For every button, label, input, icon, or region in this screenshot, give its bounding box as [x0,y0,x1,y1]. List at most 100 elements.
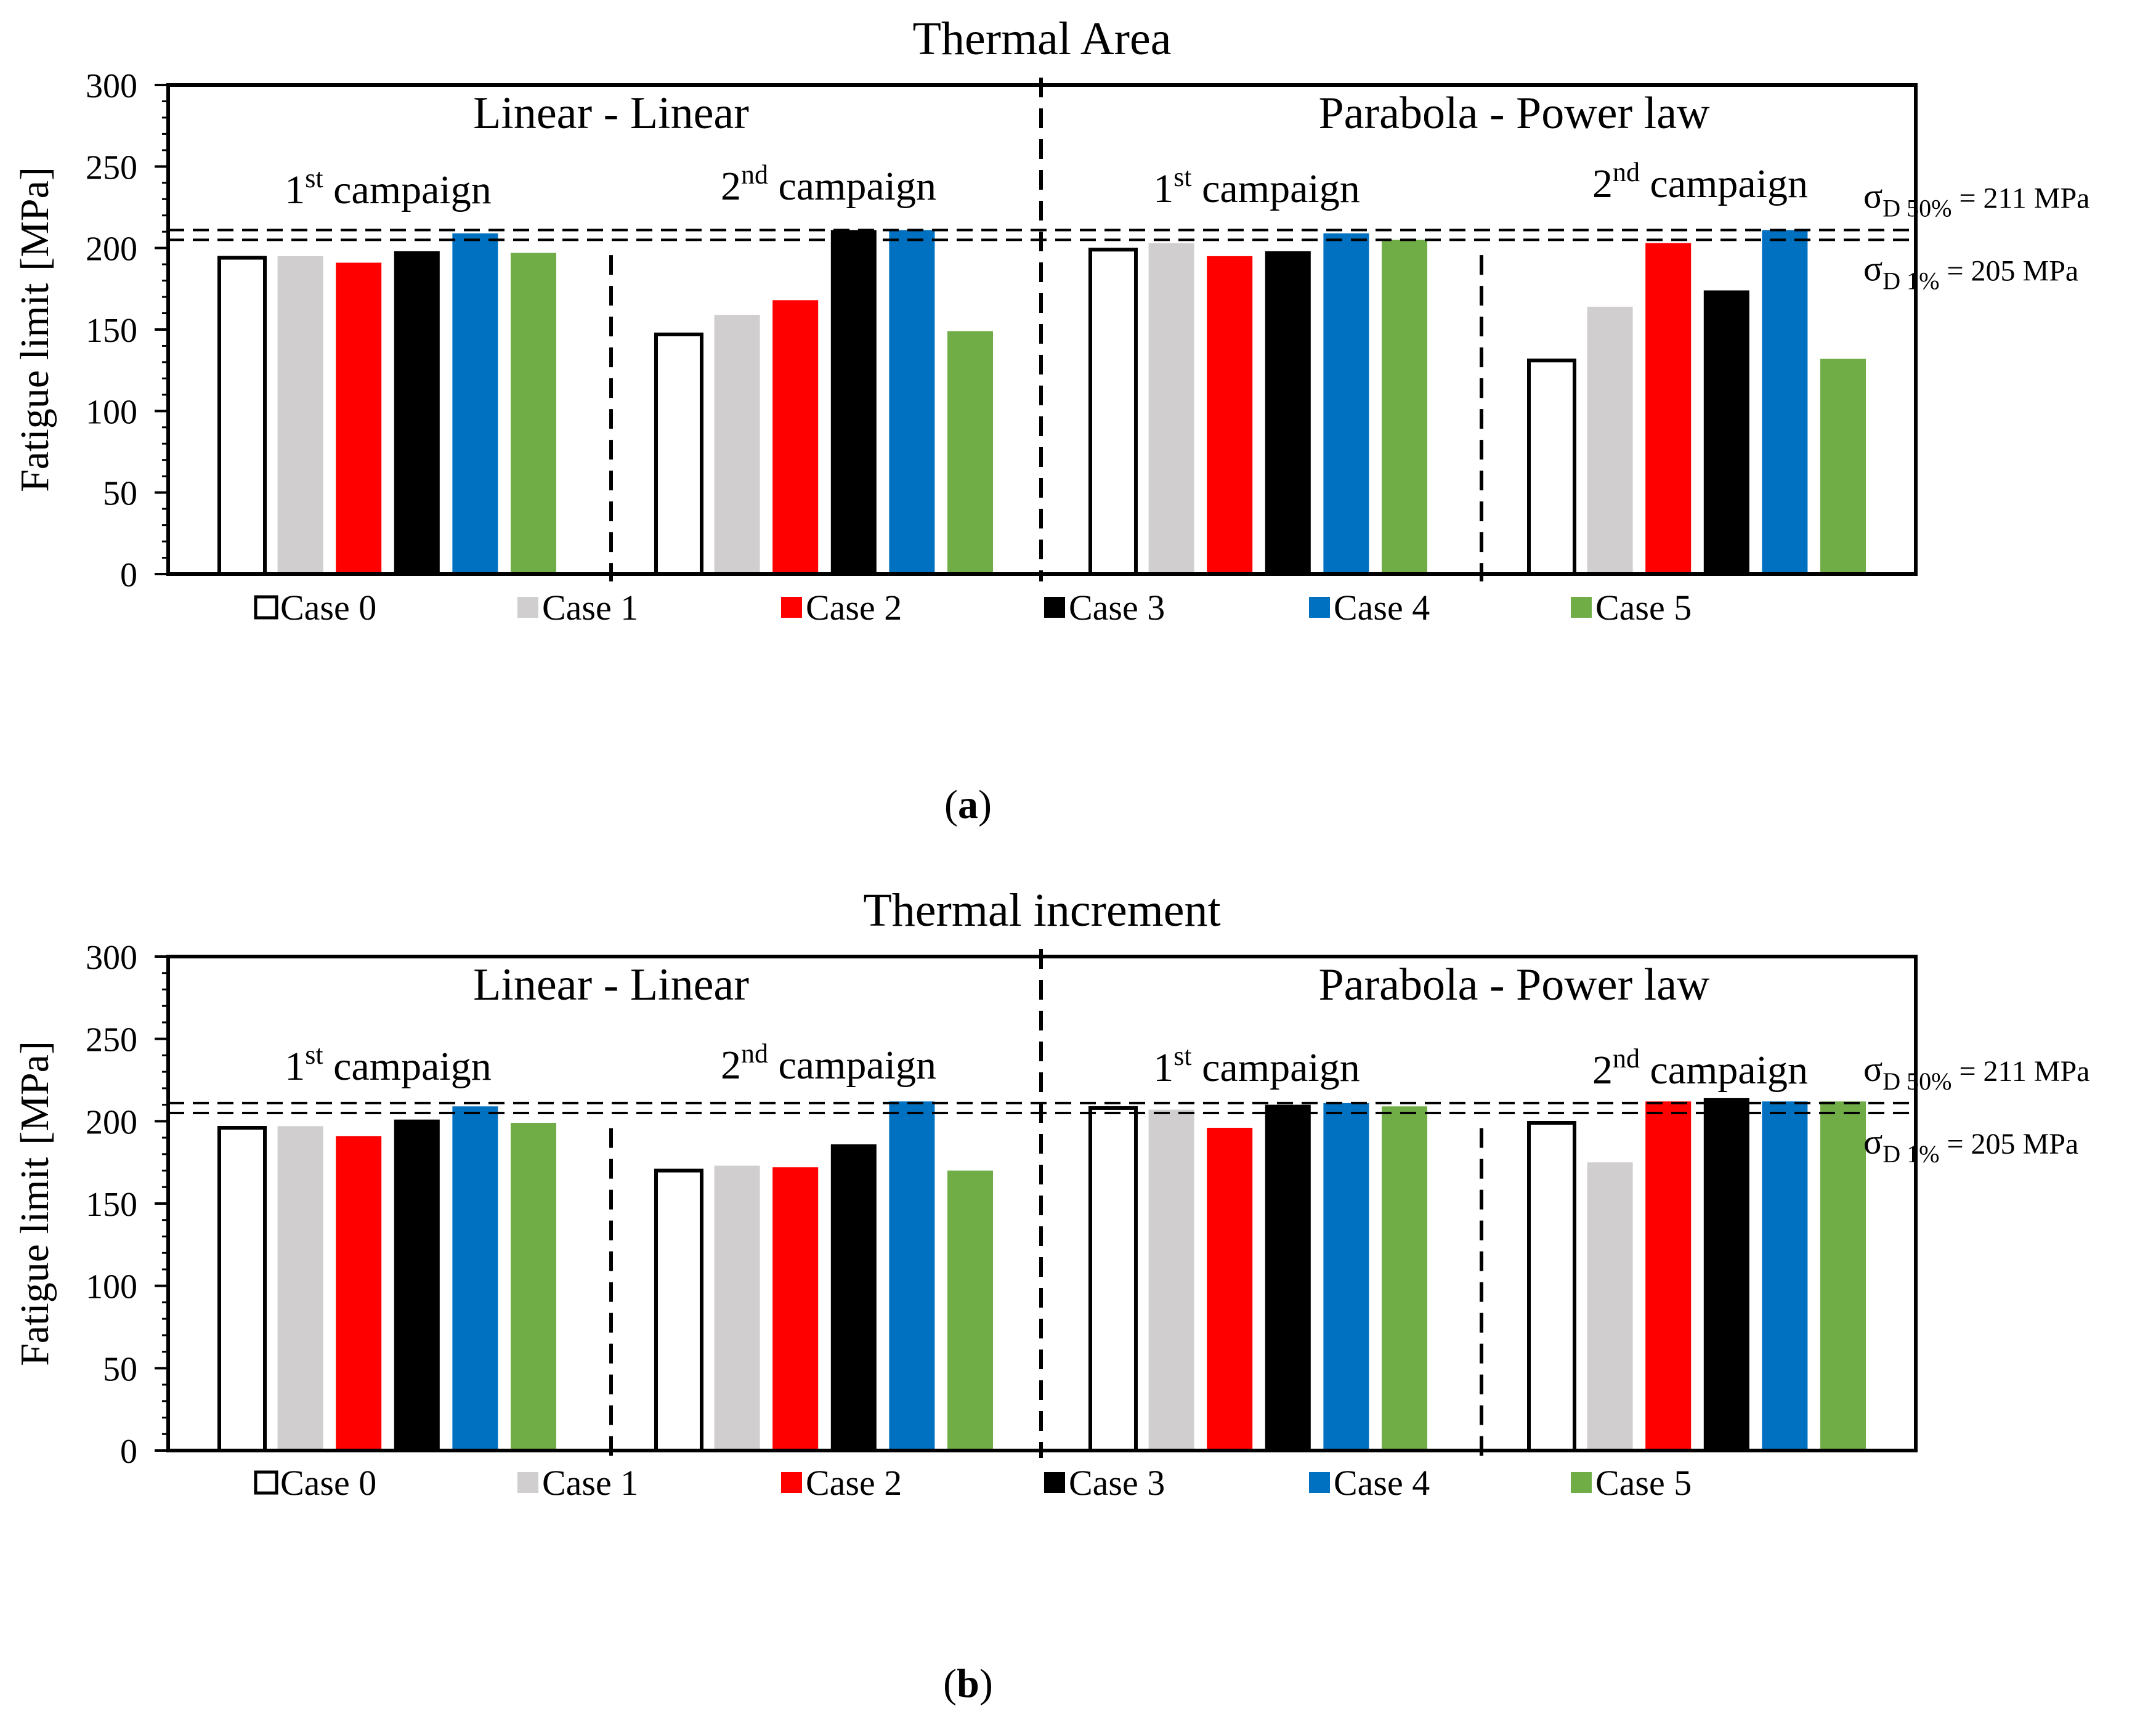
bar-group4-case0 [1527,358,1576,577]
bar-group1-case5 [511,1123,556,1451]
method-label: Linear - Linear [473,960,749,1010]
caption-paren-open: ( [944,782,958,827]
reference-value: = 205 MPa [1939,1128,2078,1160]
legend-label: Case 2 [806,1463,902,1503]
campaign-label: 1st campaign [285,163,491,212]
legend-label: Case 0 [280,588,376,628]
y-tick-label: 150 [86,1186,137,1224]
campaign-word: campaign [1192,1045,1360,1090]
reference-label-d50: σD 50% = 211 MPa [1863,1049,2089,1095]
legend-label: Case 1 [542,588,638,628]
campaign-superscript: nd [1613,1043,1640,1074]
bar-group1-case3 [394,251,440,575]
reference-label-d50: σD 50% = 211 MPa [1863,176,2089,222]
y-axis-label-text: Fatigue limit [12,1157,57,1366]
campaign-word: campaign [1640,1048,1808,1093]
campaign-number: 1 [285,1044,305,1089]
caption-letter: b [957,1661,979,1706]
y-axis-unit: [MPa] [12,1041,57,1145]
bar-group3-case1 [1148,1109,1194,1451]
y-tick-label: 250 [86,1021,137,1059]
legend-item-case2: Case 2 [781,1463,902,1503]
bar-group3-case5 [1382,1106,1427,1451]
legend-item-case4: Case 4 [1309,588,1430,628]
campaign-number: 2 [1592,161,1613,206]
bar-group4-case3 [1703,290,1749,574]
legend-swatch [781,597,802,618]
campaign-word: campaign [768,1043,936,1088]
y-tick-label: 50 [103,1350,137,1388]
sigma-symbol: σ [1863,248,1882,288]
method-label: Parabola - Power law [1319,960,1711,1010]
bar-group3-case3 [1265,251,1311,575]
campaign-number: 2 [1592,1048,1613,1093]
y-axis-label: Fatigue limit [MPa] [12,167,57,492]
legend-label: Case 5 [1595,588,1692,628]
legend-label: Case 0 [280,1463,376,1503]
campaign-label: 2nd campaign [721,160,936,209]
bar-group2-case2 [772,1167,819,1451]
bar-group1-case1 [277,256,323,574]
bar-group1-case0 [217,1126,267,1452]
reference-subscript: D 50% [1882,195,1951,222]
y-axis-label-text: Fatigue limit [12,283,57,492]
bar-group3-case2 [1207,256,1253,574]
legend-label: Case 4 [1334,588,1430,628]
sigma-symbol: σ [1863,1122,1882,1162]
campaign-word: campaign [323,1044,492,1089]
bar-group1-case4 [452,233,498,574]
legend-item-case1: Case 1 [517,588,638,628]
chart-title: Thermal Area [913,13,1172,65]
y-axis-unit: [MPa] [12,167,57,271]
legend-swatch [254,595,278,620]
y-tick-label: 200 [86,1103,137,1141]
caption-paren-open: ( [943,1661,957,1706]
bar-group2-case0 [654,332,703,576]
bar-group3-case3 [1265,1104,1311,1451]
y-tick-label: 0 [120,556,137,594]
legend-swatch [517,1472,538,1493]
legend-swatch [1571,1472,1592,1493]
campaign-number: 2 [721,164,741,209]
reference-value: = 211 MPa [1951,182,2089,215]
bar-group4-case2 [1645,243,1692,574]
bar-group3-case4 [1323,1103,1369,1451]
bar-group1-case5 [511,253,556,574]
bar-group2-case1 [714,1165,760,1451]
legend-label: Case 4 [1334,1463,1430,1503]
chart-title: Thermal increment [863,884,1220,936]
bar-group4-case0 [1527,1121,1576,1453]
campaign-word: campaign [1640,161,1808,206]
y-tick-label: 200 [86,230,137,269]
chart-panel-b: Thermal increment 0 50 100 150 200 250 300 Fatig… [12,884,2089,1706]
bar-group1-case4 [452,1106,498,1451]
caption-paren-close: ) [978,782,992,827]
campaign-label: 2nd campaign [1592,1043,1808,1093]
bar-group4-case4 [1762,230,1808,574]
campaign-superscript: st [1173,162,1191,192]
legend-swatch [254,1470,278,1495]
bar-group1-case0 [217,256,267,576]
bar-group2-case2 [772,300,819,574]
y-tick-label: 100 [86,1268,137,1306]
method-label: Linear - Linear [473,88,749,139]
campaign-label: 1st campaign [1153,162,1360,211]
y-tick-label: 300 [86,939,137,977]
bar-group2-case3 [830,1144,877,1451]
campaign-superscript: st [1173,1041,1191,1071]
legend-label: Case 2 [806,588,902,628]
campaign-superscript: nd [741,160,768,190]
caption-paren-close: ) [979,1661,993,1706]
bar-group2-case4 [889,1101,935,1451]
legend-swatch [1309,597,1330,618]
legend-label: Case 5 [1595,1463,1692,1503]
campaign-superscript: nd [741,1038,768,1069]
bar-group1-case2 [336,1136,382,1451]
y-tick-label: 150 [86,312,137,350]
y-tick-label: 300 [86,67,137,105]
legend-item-case3: Case 3 [1044,588,1165,628]
bar-group3-case5 [1382,240,1427,574]
bar-group4-case1 [1587,1162,1633,1451]
reference-label-d1: σD 1% = 205 MPa [1863,248,2078,294]
